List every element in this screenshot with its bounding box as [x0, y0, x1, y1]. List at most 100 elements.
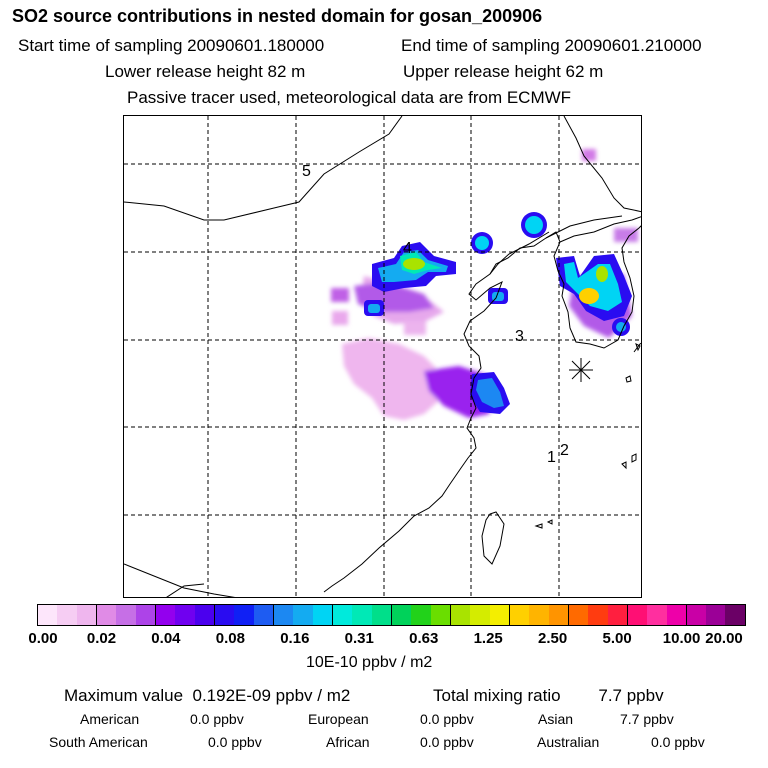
- colorbar-swatch: [213, 605, 235, 625]
- colorbar-tick-label: 0.16: [280, 630, 310, 647]
- colorbar-swatch: [331, 605, 353, 625]
- colorbar-swatch: [430, 605, 450, 625]
- map-label-1: 1: [547, 449, 556, 466]
- plume-light-patch-2: [332, 311, 348, 325]
- region-name-american: American: [80, 711, 140, 727]
- total-line: Total mixing ratio 7.7 ppbv: [433, 686, 664, 706]
- region-name-asian: Asian: [538, 711, 574, 727]
- coast-bohai: [323, 231, 550, 593]
- colorbar-swatch: [626, 605, 648, 625]
- hotspot-shanghai-core: [476, 378, 504, 408]
- region-name-african: African: [326, 734, 370, 750]
- colorbar-tick-label: 0.08: [215, 630, 245, 647]
- border-mongolia: [124, 116, 403, 221]
- colorbar-swatch: [567, 605, 589, 625]
- colorbar-swatch: [470, 605, 490, 625]
- colorbar-swatch: [175, 605, 195, 625]
- colorbar-swatch: [449, 605, 471, 625]
- total-value: 7.7 ppbv: [598, 686, 664, 705]
- total-label: Total mixing ratio: [433, 686, 561, 705]
- coast-liaodong: [489, 231, 561, 275]
- colorbar-swatch: [135, 605, 155, 625]
- coast-korea-north: [559, 216, 641, 243]
- island-3: [621, 461, 627, 470]
- colorbar-swatch: [116, 605, 136, 625]
- graticule-layer: [124, 116, 641, 597]
- max-value: 0.192E-09 ppbv / m2: [192, 686, 351, 705]
- plume-magenta-ne: [614, 228, 638, 242]
- map-label-5: 5: [302, 163, 311, 180]
- lower-release-height: Lower release height 82 m: [105, 62, 306, 81]
- hotspot-layer: [364, 212, 632, 414]
- colorbar-tick-label: 0.00: [28, 630, 58, 647]
- colorbar-tick-label: 10.00: [662, 630, 701, 647]
- colorbar-swatch: [508, 605, 530, 625]
- colorbar-swatch: [312, 605, 332, 625]
- colorbar-tick-label: 1.25: [473, 630, 503, 647]
- colorbar-swatch: [57, 605, 77, 625]
- colorbar-swatch: [706, 605, 726, 625]
- hotspot-beijing-peak: [403, 258, 425, 270]
- island-5: [546, 519, 553, 525]
- max-value-line: Maximum value 0.192E-09 ppbv / m2: [64, 686, 350, 706]
- island-1: [625, 375, 632, 383]
- colorbar-swatch: [685, 605, 707, 625]
- tracer-note: Passive tracer used, meteorological data…: [127, 88, 572, 107]
- colorbar-ticks: 0.00 0.02 0.04 0.08 0.16 0.31 0.63 1.25 2.50 5.00…: [0, 630, 768, 650]
- map-panel: 5 4 3 1 2: [123, 115, 642, 598]
- colorbar-swatch: [371, 605, 391, 625]
- colorbar-units: 10E-10 ppbv / m2: [306, 654, 433, 671]
- region-name-south-american: South American: [49, 734, 148, 750]
- region-value-south-american: 0.0 ppbv: [208, 734, 262, 750]
- colorbar-swatch: [95, 605, 117, 625]
- map-canvas: [124, 116, 641, 597]
- plume-magenta-west: [331, 288, 349, 302]
- start-time: Start time of sampling 20090601.180000: [18, 36, 325, 55]
- hotspot-west-core: [368, 304, 380, 313]
- page-title: SO2 source contributions in nested domai…: [12, 6, 543, 26]
- colorbar-swatch: [352, 605, 372, 625]
- coast-japan-kyushu: [633, 342, 641, 353]
- colorbar-swatch: [647, 605, 667, 625]
- upper-release-height: Upper release height 62 m: [403, 62, 604, 81]
- colorbar-tick-label: 2.50: [538, 630, 568, 647]
- colorbar: [37, 604, 746, 626]
- map-label-2: 2: [560, 442, 569, 459]
- colorbar-swatch: [234, 605, 254, 625]
- hotspot-ne-core: [525, 216, 543, 234]
- colorbar-swatch: [154, 605, 176, 625]
- region-name-european: European: [308, 711, 369, 727]
- colorbar-swatch: [293, 605, 313, 625]
- border-china-korea: [545, 215, 623, 239]
- border-northeast: [563, 116, 641, 213]
- coast-korea: [553, 225, 641, 349]
- region-value-american: 0.0 ppbv: [190, 711, 244, 727]
- plume-light-central: [342, 338, 444, 420]
- region-value-african: 0.0 ppbv: [420, 734, 474, 750]
- colorbar-swatch: [666, 605, 686, 625]
- end-time: End time of sampling 20090601.210000: [401, 36, 702, 55]
- colorbar-swatch: [194, 605, 214, 625]
- asterisk-icon: [569, 358, 593, 382]
- border-southwest-2: [166, 583, 205, 597]
- colorbar-swatch: [607, 605, 627, 625]
- region-value-asian: 7.7 ppbv: [620, 711, 674, 727]
- hotspot-tianjin-core: [475, 236, 489, 250]
- island-6: [635, 343, 641, 352]
- coastline-layer: [124, 116, 641, 597]
- colorbar-tick-label: 0.31: [344, 630, 374, 647]
- colorbar-swatch: [725, 605, 745, 625]
- colorbar-swatch: [588, 605, 608, 625]
- colorbar-swatch: [76, 605, 96, 625]
- colorbar-tick-label: 5.00: [602, 630, 632, 647]
- colorbar-swatch: [390, 605, 412, 625]
- colorbar-tick-label: 0.63: [409, 630, 439, 647]
- border-sw: [124, 563, 236, 597]
- map-label-3: 3: [515, 328, 524, 345]
- hotspot-korea-south-core: [616, 322, 626, 332]
- island-2: [631, 453, 637, 463]
- region-name-australian: Australian: [537, 734, 600, 750]
- colorbar-tick-label: 20.00: [705, 630, 743, 647]
- colorbar-swatch: [548, 605, 568, 625]
- colorbar-swatch: [38, 605, 58, 625]
